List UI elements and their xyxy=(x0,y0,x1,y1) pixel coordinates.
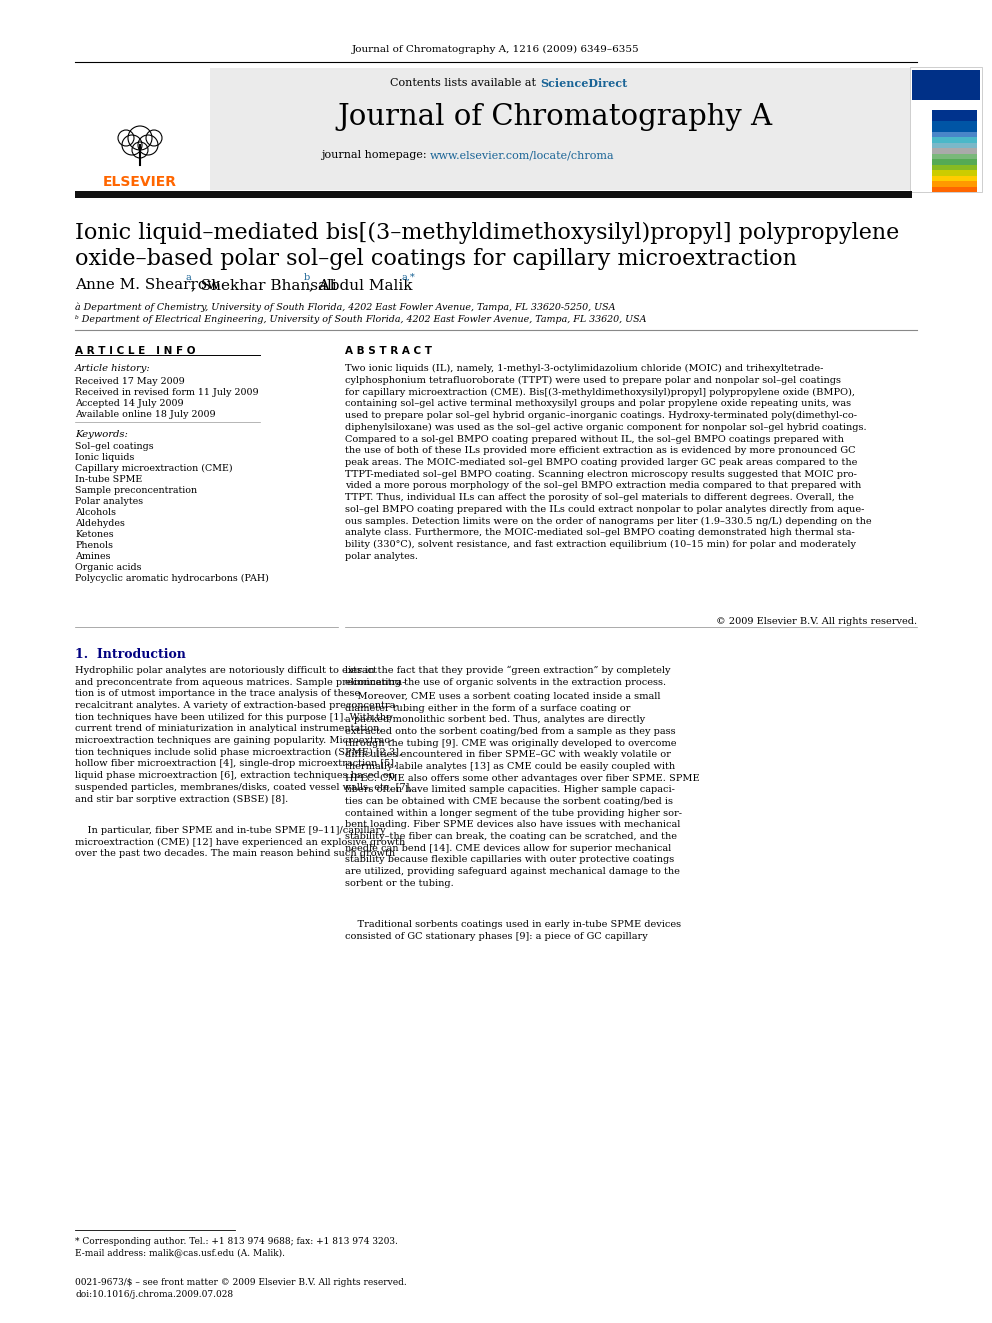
Text: A R T I C L E   I N F O: A R T I C L E I N F O xyxy=(75,347,195,356)
Text: à Department of Chemistry, University of South Florida, 4202 East Fowler Avenue,: à Department of Chemistry, University of… xyxy=(75,303,615,312)
Bar xyxy=(912,70,980,101)
Bar xyxy=(932,187,977,192)
Text: doi:10.1016/j.chroma.2009.07.028: doi:10.1016/j.chroma.2009.07.028 xyxy=(75,1290,233,1299)
Text: Ionic liquid–mediated bis[(3–methyldimethoxysilyl)propyl] polypropylene: Ionic liquid–mediated bis[(3–methyldimet… xyxy=(75,222,900,245)
Bar xyxy=(932,138,977,143)
Text: In-tube SPME: In-tube SPME xyxy=(75,475,142,484)
Text: oxide–based polar sol–gel coatings for capillary microextraction: oxide–based polar sol–gel coatings for c… xyxy=(75,247,797,270)
Text: 0021-9673/$ – see front matter © 2009 Elsevier B.V. All rights reserved.: 0021-9673/$ – see front matter © 2009 El… xyxy=(75,1278,407,1287)
Text: lies in the fact that they provide “green extraction” by completely
eliminating : lies in the fact that they provide “gree… xyxy=(345,665,671,687)
Text: * Corresponding author. Tel.: +1 813 974 9688; fax: +1 813 974 3203.: * Corresponding author. Tel.: +1 813 974… xyxy=(75,1237,398,1246)
Text: Sol–gel coatings: Sol–gel coatings xyxy=(75,442,154,451)
Text: Received 17 May 2009: Received 17 May 2009 xyxy=(75,377,185,386)
Text: 1.  Introduction: 1. Introduction xyxy=(75,648,186,662)
Text: Journal of Chromatography A, 1216 (2009) 6349–6355: Journal of Chromatography A, 1216 (2009)… xyxy=(352,45,640,54)
Bar xyxy=(75,67,207,191)
Text: Journal of Chromatography A: Journal of Chromatography A xyxy=(337,103,773,131)
Text: Article history:: Article history: xyxy=(75,364,151,373)
Bar xyxy=(210,67,910,191)
Bar xyxy=(932,115,977,120)
Text: Amines: Amines xyxy=(75,552,110,561)
Bar xyxy=(932,143,977,148)
Text: , Abdul Malik: , Abdul Malik xyxy=(309,278,413,292)
Text: A B S T R A C T: A B S T R A C T xyxy=(345,347,432,356)
Text: Anne M. Shearrow: Anne M. Shearrow xyxy=(75,278,220,292)
Bar xyxy=(932,159,977,164)
Text: Capillary microextraction (CME): Capillary microextraction (CME) xyxy=(75,464,233,474)
Bar xyxy=(910,67,982,192)
Bar xyxy=(932,176,977,181)
Text: Phenols: Phenols xyxy=(75,541,113,550)
Text: ᵇ Department of Electrical Engineering, University of South Florida, 4202 East F: ᵇ Department of Electrical Engineering, … xyxy=(75,315,647,324)
Text: Traditional sorbents coatings used in early in-tube SPME devices
consisted of GC: Traditional sorbents coatings used in ea… xyxy=(345,919,682,941)
Text: In particular, fiber SPME and in-tube SPME [9–11]/capillary
microextraction (CME: In particular, fiber SPME and in-tube SP… xyxy=(75,826,406,859)
Text: a,*: a,* xyxy=(402,273,416,282)
Text: Contents lists available at: Contents lists available at xyxy=(391,78,540,89)
Text: Hydrophilic polar analytes are notoriously difficult to extract
and preconcentra: Hydrophilic polar analytes are notorious… xyxy=(75,665,413,803)
Text: Two ionic liquids (IL), namely, 1-methyl-3-octylimidazolium chloride (MOIC) and : Two ionic liquids (IL), namely, 1-methyl… xyxy=(345,364,872,561)
Bar xyxy=(932,181,977,187)
Bar xyxy=(932,126,977,131)
Text: a: a xyxy=(185,273,190,282)
Bar xyxy=(932,148,977,153)
Text: Moreover, CME uses a sorbent coating located inside a small
diameter tubing eith: Moreover, CME uses a sorbent coating loc… xyxy=(345,692,699,888)
Text: Organic acids: Organic acids xyxy=(75,564,142,572)
Text: , Shekhar Bhansali: , Shekhar Bhansali xyxy=(191,278,336,292)
Text: Ionic liquids: Ionic liquids xyxy=(75,452,134,462)
Bar xyxy=(932,153,977,159)
Text: Accepted 14 July 2009: Accepted 14 July 2009 xyxy=(75,400,184,407)
Bar xyxy=(932,120,977,126)
Text: ELSEVIER: ELSEVIER xyxy=(103,175,177,189)
Text: www.elsevier.com/locate/chroma: www.elsevier.com/locate/chroma xyxy=(430,149,615,160)
Bar xyxy=(932,110,977,115)
Text: Polar analytes: Polar analytes xyxy=(75,497,143,505)
Text: Polycyclic aromatic hydrocarbons (PAH): Polycyclic aromatic hydrocarbons (PAH) xyxy=(75,574,269,583)
Bar xyxy=(75,191,912,198)
Text: ScienceDirect: ScienceDirect xyxy=(540,78,627,89)
Text: Ketones: Ketones xyxy=(75,531,114,538)
Bar xyxy=(932,132,977,138)
Text: Sample preconcentration: Sample preconcentration xyxy=(75,486,197,495)
Text: Aldehydes: Aldehydes xyxy=(75,519,125,528)
Text: b: b xyxy=(304,273,310,282)
Text: E-mail address: malik@cas.usf.edu (A. Malik).: E-mail address: malik@cas.usf.edu (A. Ma… xyxy=(75,1248,285,1257)
Text: Keywords:: Keywords: xyxy=(75,430,128,439)
Bar xyxy=(932,165,977,169)
Text: journal homepage:: journal homepage: xyxy=(320,149,430,160)
Text: Available online 18 July 2009: Available online 18 July 2009 xyxy=(75,410,215,419)
Bar xyxy=(932,171,977,176)
Text: Received in revised form 11 July 2009: Received in revised form 11 July 2009 xyxy=(75,388,259,397)
Text: Alcohols: Alcohols xyxy=(75,508,116,517)
Text: © 2009 Elsevier B.V. All rights reserved.: © 2009 Elsevier B.V. All rights reserved… xyxy=(716,617,917,626)
